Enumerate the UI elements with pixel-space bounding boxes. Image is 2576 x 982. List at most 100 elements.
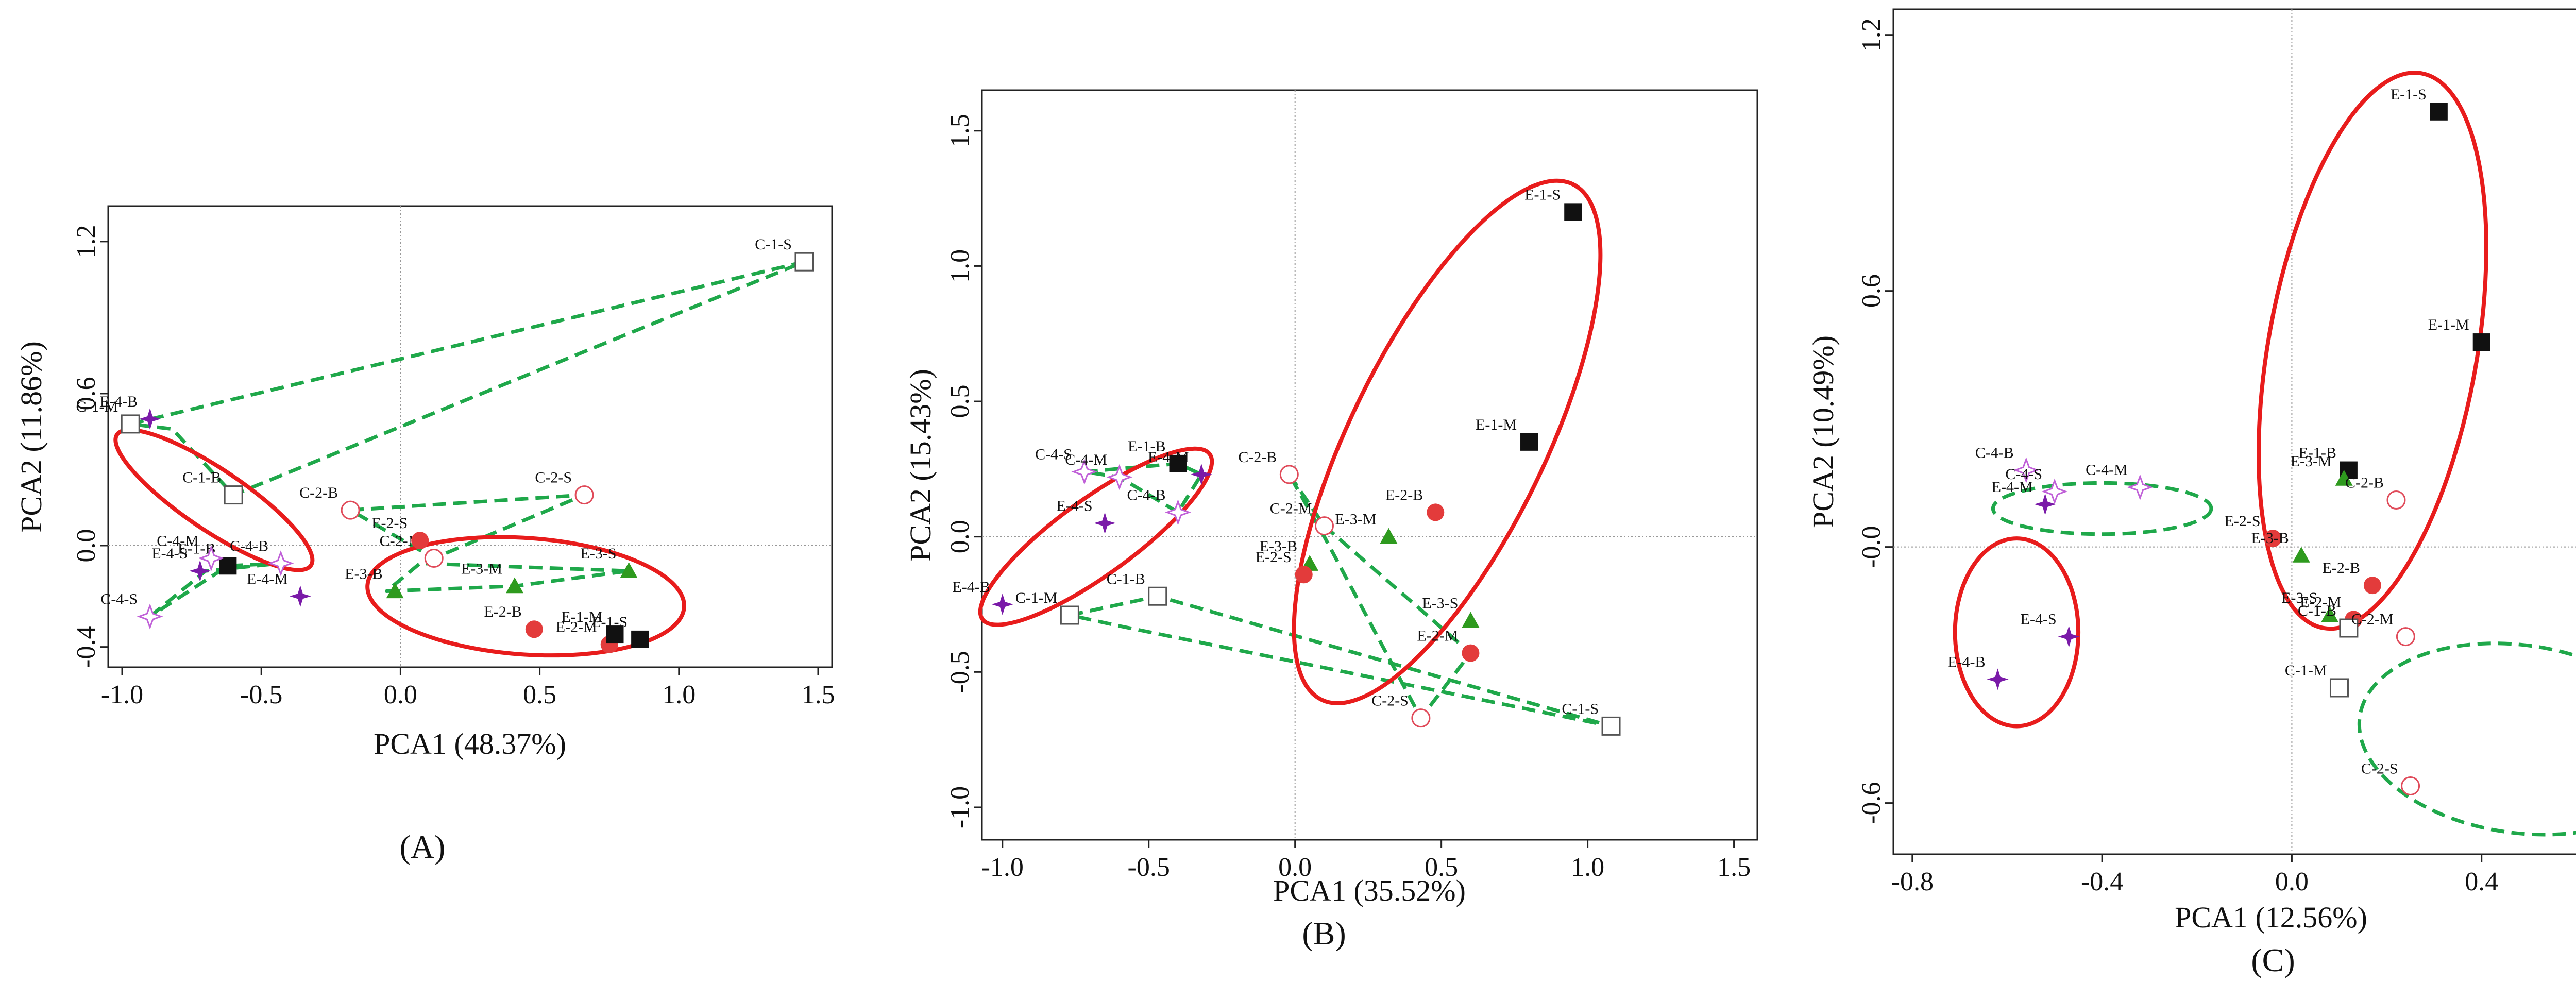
panel-a: C-1-SC-1-BC-1-ME-4-BE-1-BC-4-ME-4-S C-4-B… [14,205,835,865]
panel-c-point-label-e-4-m: E-4-M [1992,479,2033,496]
panel-c-point-e-4-s [2058,625,2080,648]
panel-b-point-label-c-4-m: C-4-M [1065,451,1107,468]
panel-c-y-tick-label: -0.0 [1857,526,1886,568]
panel-b-point-c-4-m [1106,464,1133,490]
panel-c-point-c-2-m [2396,627,2415,647]
panel-b-red-group-ellipse [978,446,1214,627]
panel-c-point-label-c-2-s: C-2-S [2361,760,2398,777]
panel-a-point-e-1-m [606,625,624,644]
panel-c-y-tick-label: -0.6 [1857,782,1886,824]
panel-c-point-label-e-3-m: E-3-M [2291,453,2332,470]
panel-c-point-label-c-1-m: C-1-M [2285,662,2327,679]
panel-a-point-c-4-m [198,545,225,571]
panel-a-x-tick-label: 1.0 [662,680,696,709]
panel-a-point-e-4-b [139,408,161,430]
panel-b-point-label-e-4-m: E-4-M [1148,449,1189,466]
panel-b: E-1-S E-1-M E-1-BE-4-M C-4-SC-4-M C-4-B E-4-S… [904,89,1758,952]
panel-b-point-e-2-s [1295,566,1313,584]
panel-b-point-e-2-m [1462,644,1480,662]
panel-a-point-label-c-1-b: C-1-B [182,469,221,486]
panel-a-point-label-e-4-b: E-4-B [100,393,138,410]
panel-a-point-label-e-2-s: E-2-S [371,515,408,532]
panel-c-point-e-2-s [2264,530,2282,548]
panel-b-x-tick-label: 0.0 [1278,853,1312,882]
panel-c-y-axis-title: PCA2 (10.49%) [1806,335,1840,528]
panel-b-point-c-4-b [1165,499,1191,526]
panel-b-x-axis-title: PCA1 (35.52%) [1273,874,1466,907]
panel-c-x-tick-label: 0.0 [2275,867,2309,896]
panel-a-point-e-3-m [505,577,523,594]
panel-c-point-label-c-1-b: C-1-B [2298,602,2336,619]
panel-b-frame [981,89,1758,841]
panel-b-y-tick-label: 1.5 [945,114,975,147]
panel-b-point-label-e-1-b: E-1-B [1128,438,1165,455]
panel-a-point-c-2-m [424,549,444,568]
panel-b-green-group-outline [1287,472,1472,720]
panel-a-point-label-e-4-s: E-4-S [151,545,188,562]
panel-b-point-e-1-b [1169,454,1187,472]
panel-a-point-label-e-1-m: E-1-M [562,608,603,625]
panel-a-point-e-3-b [386,582,404,599]
panel-a-red-group-ellipse [365,535,686,658]
panel-b-x-tick-label: 0.5 [1425,853,1458,882]
panel-a-point-label-c-1-m: C-1-M [76,398,118,415]
panel-b-point-label-e-1-m: E-1-M [1476,416,1517,433]
panel-c-y-tick-label: 1.2 [1857,18,1886,52]
panel-b-point-label-e-4-s: E-4-S [1057,497,1093,514]
panel-c-point-e-3-b [2292,547,2310,563]
panel-c-point-e-3-s [2321,606,2339,622]
panel-b-point-label-c-2-b: C-2-B [1238,449,1277,466]
panel-b-point-e-4-s [1094,512,1116,534]
panel-c-point-label-c-4-s: C-4-S [2005,466,2042,483]
panel-a-green-group-outline [348,493,586,560]
panel-b-point-label-e-1-s: E-1-S [1524,186,1561,203]
panel-b-point-label-e-3-b: E-3-B [1260,538,1297,555]
panel-b-x-tick-label: -1.0 [981,853,1024,882]
panel-a-y-tick-label: 1.2 [72,225,101,258]
panel-c-x-tick-label: -0.8 [1891,867,1934,896]
panel-b-point-label-c-1-s: C-1-S [1562,700,1599,717]
panel-b-x-tick-label: 1.0 [1571,853,1604,882]
panel-b-red-group-ellipse [1292,178,1603,705]
panel-a-point-c-1-b [224,485,243,505]
panel-a-y-axis-title: PCA2 (11.86%) [14,341,48,533]
panel-a-point-label-e-3-s: E-3-S [581,545,617,562]
panel-b-point-label-c-2-s: C-2-S [1371,692,1409,709]
panel-c-caption: (C) [2251,942,2295,978]
panel-b-point-c-1-s [1601,716,1621,736]
panel-c-point-label-e-2-m: E-2-M [2300,594,2341,611]
panel-c-point-c-2-s [2401,776,2420,795]
panel-b-point-c-2-b [1279,465,1299,484]
panel-a-y-tick-label: 0.6 [72,377,101,410]
panel-b-point-e-3-s [1462,612,1480,628]
panel-b-y-tick-label: -1.0 [945,786,975,828]
panel-b-y-tick-label: 0.0 [945,520,975,553]
panel-a-point-e-2-b [525,620,543,638]
panel-c-point-label-e-1-m: E-1-M [2428,316,2469,333]
panel-c-red-group-ellipse [2257,71,2488,631]
panel-b-point-c-1-m [1060,605,1079,625]
panel-c-point-label-c-2-m: C-2-M [2351,611,2394,628]
panel-c-point-label-e-4-s: E-4-S [2021,611,2057,628]
panel-a-point-e-1-s [631,630,649,648]
panel-b-point-e-2-b [1427,503,1445,521]
panel-c-point-label-c-2-b: C-2-B [2345,475,2384,492]
panel-b-point-c-4-s [1071,459,1098,485]
panel-a-x-tick-label: 0.5 [523,680,556,709]
panel-c-y-tick-label: 0.6 [1857,274,1886,308]
panel-b-point-label-c-4-b: C-4-B [1127,486,1166,503]
panel-a-y-tick-label: -0.4 [72,625,101,668]
panel-a-green-group-outline [384,561,631,593]
panel-a-x-axis-title: PCA1 (48.37%) [374,727,566,760]
panel-c-point-e-1-m [2472,333,2490,351]
panel-b-point-label-e-4-b: E-4-B [952,579,990,596]
panel-a-point-label-e-1-s: E-1-S [591,614,628,631]
panel-a-point-c-2-s [574,485,594,505]
panel-b-x-tick-label: -0.5 [1128,853,1170,882]
panel-c-point-c-1-b [2339,618,2359,638]
panel-a-point-e-3-s [620,562,638,578]
panel-c-point-e-2-b [2363,577,2381,595]
panel-a-point-label-c-4-m: C-4-M [157,533,199,550]
panel-b-point-e-4-b [991,594,1013,615]
